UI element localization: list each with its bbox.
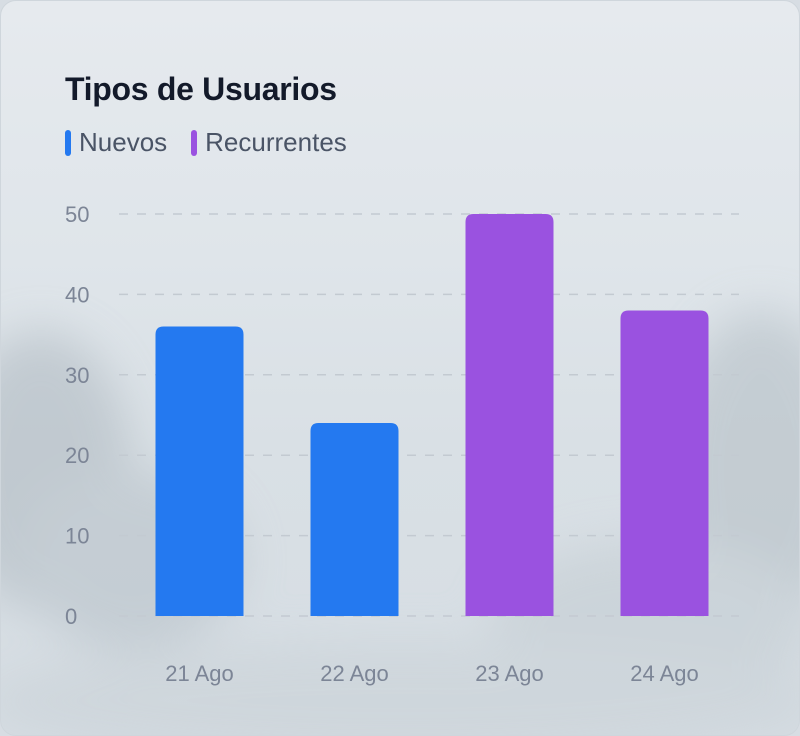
y-tick-label: 50: [65, 202, 89, 227]
legend-item-recurrentes[interactable]: Recurrentes: [191, 127, 347, 158]
x-tick-label: 21 Ago: [165, 661, 234, 686]
x-tick-label: 24 Ago: [630, 661, 699, 686]
y-tick-label: 10: [65, 524, 89, 549]
chart-legend: Nuevos Recurrentes: [65, 127, 347, 158]
bar-23-ago[interactable]: [465, 214, 554, 616]
bar-24-ago[interactable]: [620, 310, 709, 616]
y-tick-label: 30: [65, 363, 89, 388]
legend-label-nuevos: Nuevos: [79, 127, 168, 157]
y-tick-label: 0: [65, 604, 77, 629]
legend-swatch-nuevos: [65, 129, 71, 156]
x-tick-label: 22 Ago: [320, 661, 389, 686]
y-tick-label: 20: [65, 443, 89, 468]
bar-21-ago[interactable]: [155, 326, 244, 616]
bar-22-ago[interactable]: [310, 423, 399, 616]
legend-item-nuevos[interactable]: Nuevos: [65, 127, 167, 158]
legend-swatch-recurrentes: [191, 129, 198, 156]
chart-title: Tipos de Usuarios: [65, 71, 337, 107]
legend-label-recurrentes: Recurrentes: [205, 127, 347, 157]
y-tick-label: 40: [65, 282, 89, 307]
x-tick-label: 23 Ago: [475, 661, 544, 686]
